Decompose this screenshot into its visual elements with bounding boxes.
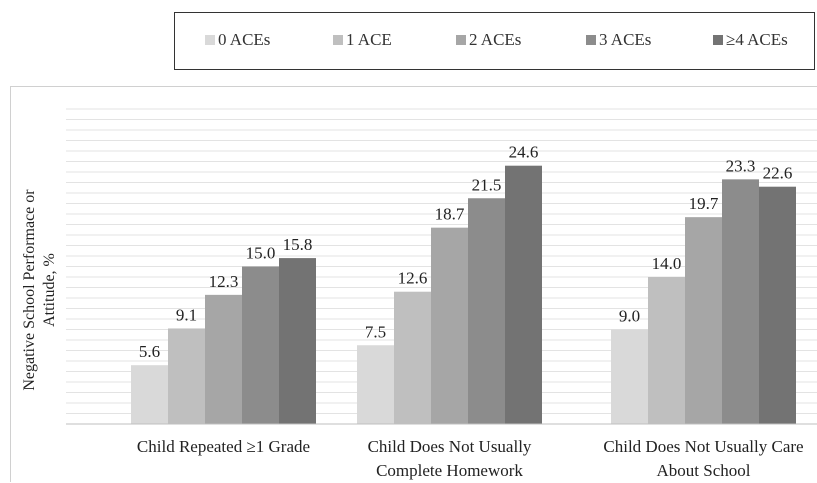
data-label: 15.8 [283,235,313,254]
data-label: 5.6 [139,342,160,361]
bar [279,258,316,424]
bar [759,186,796,424]
x-tick-label: Child Repeated ≥1 Grade [137,437,310,456]
data-label: 15.0 [246,244,276,263]
bar [131,365,168,424]
data-label: 23.3 [726,156,756,175]
bar [648,277,685,424]
legend-item: 0 ACEs [205,30,270,50]
x-tick-label: Child Does Not Usually [368,437,532,456]
legend-item: 2 ACEs [456,30,521,50]
bar [168,328,205,424]
bar [394,291,431,424]
y-axis-label: Negative School Performace or Attitude, … [21,189,58,391]
data-label: 9.1 [176,305,197,324]
chart-legend: 0 ACEs 1 ACE 2 ACEs 3 ACEs ≥4 ACEs [174,12,815,70]
data-label: 9.0 [619,307,640,326]
data-label: 18.7 [435,205,465,224]
legend-item: 1 ACE [333,30,392,50]
data-label: 12.6 [398,269,428,288]
data-label: 14.0 [652,254,682,273]
legend-swatch [333,35,343,45]
legend-label: 1 ACE [346,30,392,49]
legend-label: ≥4 ACEs [726,30,788,49]
bar [722,179,759,424]
bar [205,294,242,424]
bar [357,345,394,424]
bar [611,329,648,424]
bar [468,198,505,424]
data-label: 22.6 [763,164,793,183]
legend-item: 3 ACEs [586,30,651,50]
bar [431,227,468,424]
legend-swatch [713,35,723,45]
data-label: 21.5 [472,175,502,194]
legend-label: 2 ACEs [469,30,522,49]
legend-swatch [456,35,466,45]
bar [242,266,279,424]
x-tick-label: Complete Homework [376,461,523,480]
data-label: 12.3 [209,272,239,291]
legend-swatch [586,35,596,45]
x-tick-label: About School [657,461,751,480]
legend-label: 3 ACEs [599,30,652,49]
legend-item: ≥4 ACEs [713,30,788,50]
legend-label: 0 ACEs [218,30,271,49]
data-label: 7.5 [365,322,386,341]
data-label: 19.7 [689,194,719,213]
x-tick-label: Child Does Not Usually Care [603,437,803,456]
legend-swatch [205,35,215,45]
bar-chart: 5.6 7.5 9.0 9.1 12.6 14.0 12.3 18.7 19.7 15.0 21.5… [66,108,817,480]
bar [505,165,542,424]
data-label: 24.6 [509,143,539,162]
bar [685,217,722,424]
chart-area: 5.6 7.5 9.0 9.1 12.6 14.0 12.3 18.7 19.7 15.0 21.5… [10,86,817,482]
